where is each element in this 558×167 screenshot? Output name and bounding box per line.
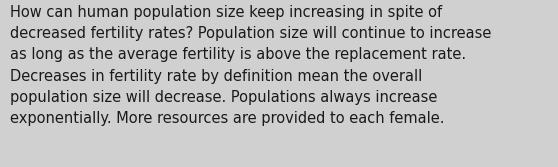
Text: How can human population size keep increasing in spite of
decreased fertility ra: How can human population size keep incre… [10, 5, 492, 126]
